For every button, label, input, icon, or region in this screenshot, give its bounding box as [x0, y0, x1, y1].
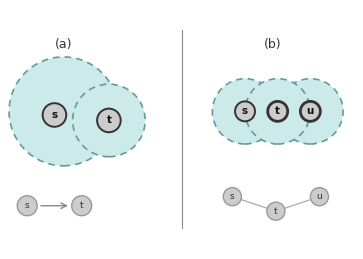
Circle shape [235, 101, 255, 121]
Text: u: u [317, 192, 322, 201]
Text: t: t [80, 201, 83, 210]
Text: s: s [52, 110, 57, 120]
Text: s: s [242, 106, 248, 116]
Text: t: t [274, 207, 278, 216]
Text: t: t [275, 106, 280, 116]
Text: s: s [25, 201, 29, 210]
Circle shape [310, 188, 329, 206]
Circle shape [97, 109, 121, 132]
Circle shape [267, 202, 285, 220]
Text: (b): (b) [264, 38, 281, 51]
Circle shape [17, 196, 37, 216]
Circle shape [301, 101, 321, 121]
Circle shape [212, 79, 278, 144]
Circle shape [43, 103, 66, 127]
Circle shape [278, 79, 343, 144]
Text: u: u [307, 106, 314, 116]
Circle shape [72, 196, 92, 216]
Circle shape [268, 101, 288, 121]
Circle shape [73, 84, 145, 157]
Circle shape [245, 79, 310, 144]
Circle shape [9, 57, 118, 166]
Text: t: t [106, 116, 111, 125]
Text: s: s [230, 192, 234, 201]
Circle shape [223, 188, 241, 206]
Text: (a): (a) [55, 38, 72, 51]
